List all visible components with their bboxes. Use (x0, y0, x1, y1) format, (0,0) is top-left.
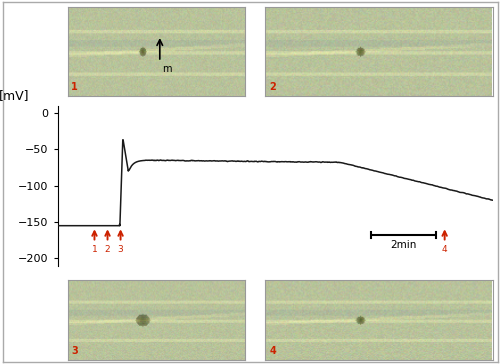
Text: 4: 4 (270, 347, 276, 356)
Text: 4: 4 (442, 245, 448, 254)
Y-axis label: [mV]: [mV] (0, 89, 29, 102)
Text: 3: 3 (118, 245, 124, 254)
Text: 2: 2 (270, 82, 276, 92)
Text: 2min: 2min (390, 240, 416, 249)
Text: 1: 1 (92, 245, 98, 254)
Text: 2: 2 (104, 245, 110, 254)
Text: 3: 3 (71, 347, 78, 356)
Text: 1: 1 (71, 82, 78, 92)
Text: m: m (162, 64, 172, 74)
